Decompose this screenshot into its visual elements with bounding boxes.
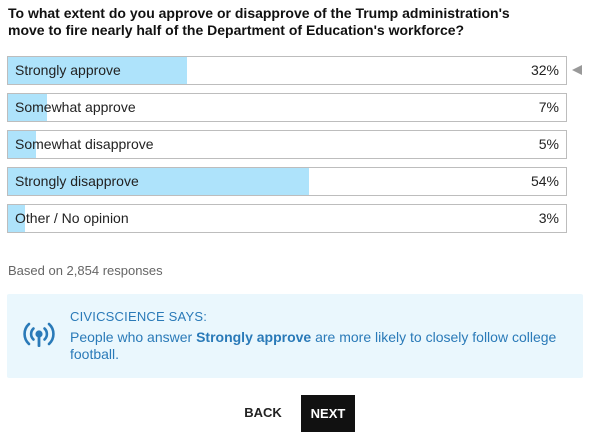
answer-result-bar (8, 205, 25, 232)
broadcast-icon (23, 320, 55, 350)
answer-list: Strongly approve 32% Somewhat approve 7%… (7, 56, 567, 241)
answer-label: Somewhat disapprove (15, 136, 154, 152)
answer-result-bar (8, 94, 48, 121)
answer-label: Somewhat approve (15, 99, 136, 115)
says-highlight-answer: Strongly approve (196, 329, 312, 345)
next-button[interactable]: NEXT (301, 395, 355, 432)
answer-label: Strongly approve (15, 62, 121, 78)
civicscience-says-text: People who answer Strongly approve are m… (70, 329, 570, 363)
poll-question: To what extent do you approve or disappr… (8, 5, 510, 38)
response-count: Based on 2,854 responses (8, 263, 163, 278)
answer-option-strongly-disapprove[interactable]: Strongly disapprove 54% (7, 167, 567, 196)
answer-option-strongly-approve[interactable]: Strongly approve 32% (7, 56, 567, 85)
answer-percent: 54% (530, 173, 559, 189)
answer-label: Other / No opinion (15, 210, 129, 226)
answer-option-somewhat-disapprove[interactable]: Somewhat disapprove 5% (7, 130, 567, 159)
answer-label: Strongly disapprove (15, 173, 139, 189)
back-button[interactable]: BACK (244, 405, 282, 420)
civicscience-says-title: CIVICSCIENCE SAYS: (70, 309, 208, 324)
civicscience-says-panel: CIVICSCIENCE SAYS: People who answer Str… (7, 294, 583, 378)
selected-answer-marker-icon (572, 65, 582, 75)
answer-percent: 5% (538, 136, 559, 152)
answer-result-bar (8, 131, 36, 158)
answer-percent: 3% (538, 210, 559, 226)
answer-result-bar (8, 57, 187, 84)
answer-percent: 32% (530, 62, 559, 78)
says-text-after: are more likely to closely follow colleg… (70, 329, 557, 362)
answer-option-other-no-opinion[interactable]: Other / No opinion 3% (7, 204, 567, 233)
says-text-before: People who answer (70, 329, 197, 345)
answer-result-bar (8, 168, 310, 195)
answer-percent: 7% (538, 99, 559, 115)
answer-option-somewhat-approve[interactable]: Somewhat approve 7% (7, 93, 567, 122)
